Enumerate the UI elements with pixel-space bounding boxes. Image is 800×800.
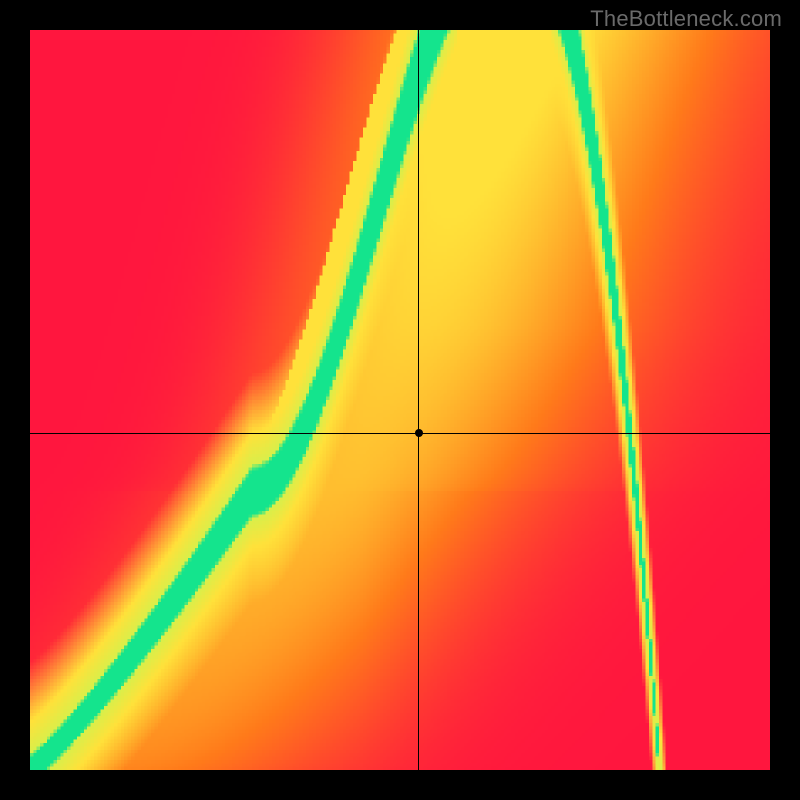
chart-root: TheBottleneck.com [0, 0, 800, 800]
marker-dot [415, 429, 423, 437]
heatmap-canvas [30, 30, 770, 770]
crosshair-vertical [418, 30, 419, 770]
watermark-text: TheBottleneck.com [590, 6, 782, 32]
crosshair-horizontal [30, 433, 770, 434]
